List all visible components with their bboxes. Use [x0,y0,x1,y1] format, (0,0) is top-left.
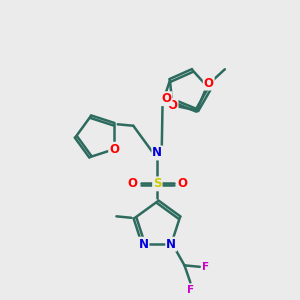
Text: N: N [139,238,148,250]
Text: O: O [204,76,214,90]
Text: N: N [166,238,176,250]
Text: O: O [128,177,138,190]
Text: O: O [167,99,178,112]
Text: S: S [153,177,162,190]
Text: N: N [152,146,162,159]
Text: F: F [202,262,209,272]
Text: O: O [109,143,119,156]
Text: O: O [177,177,187,190]
Text: F: F [187,285,194,295]
Text: O: O [162,92,172,105]
